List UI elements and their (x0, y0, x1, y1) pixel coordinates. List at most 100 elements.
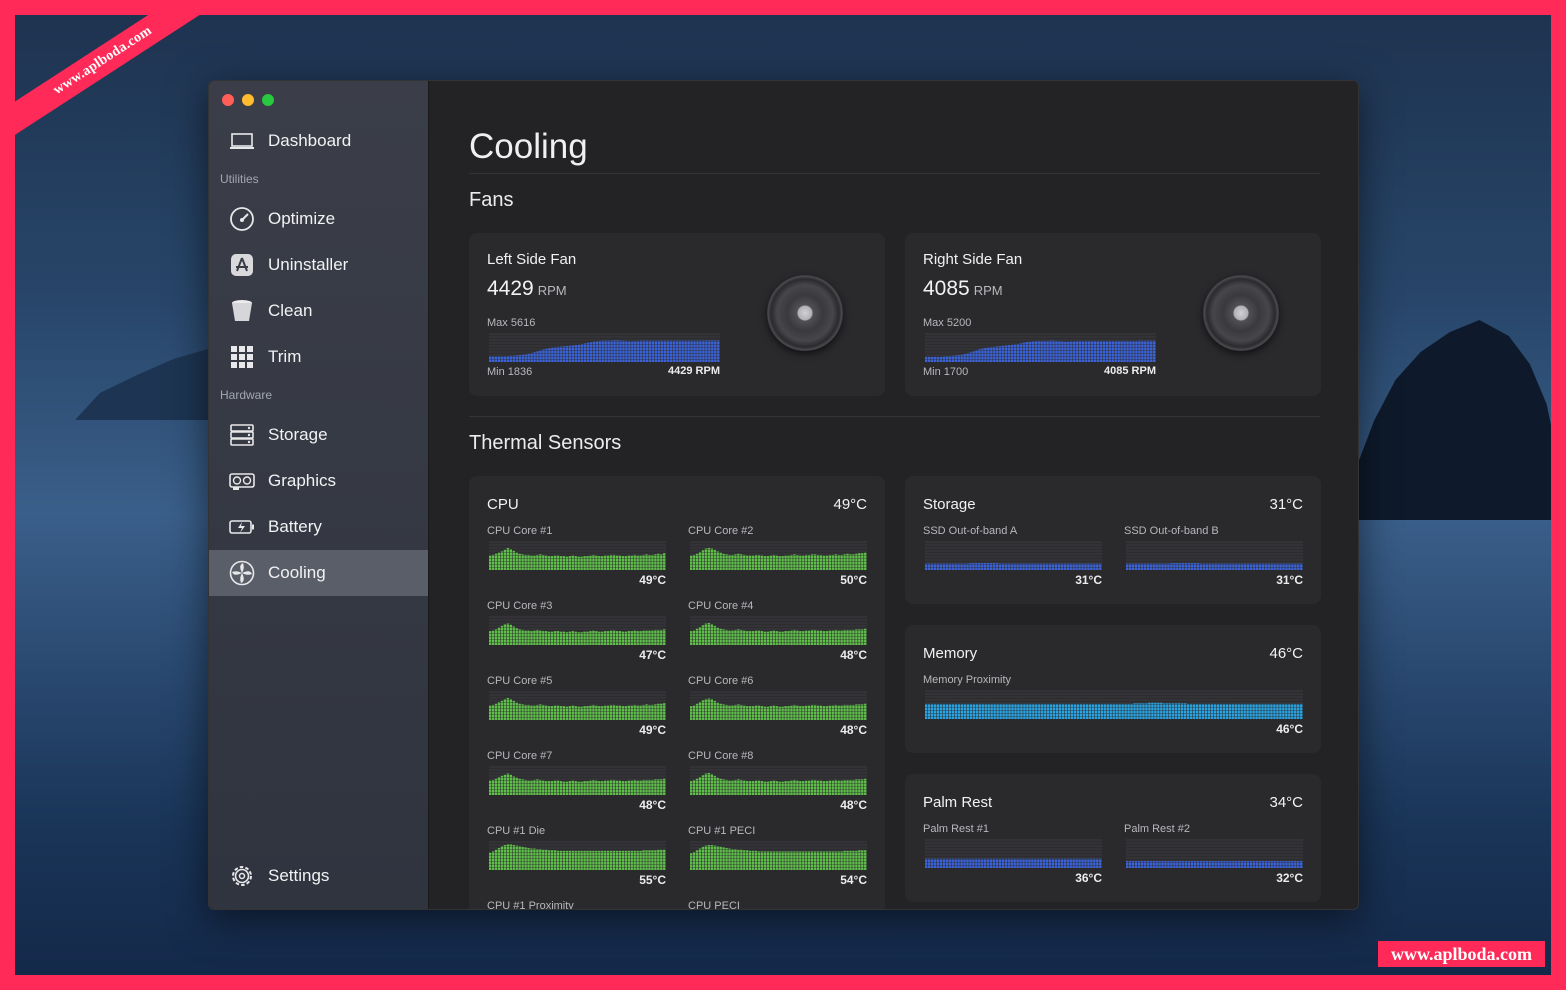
graph-bar (1087, 340, 1091, 362)
graph-texture-line (690, 783, 867, 784)
graph-bar (654, 554, 657, 570)
graph-bar (1158, 861, 1161, 868)
graph-bar (778, 631, 781, 645)
graph-bar (945, 356, 949, 362)
graph-bar (542, 704, 545, 720)
graph-bar (987, 347, 990, 362)
zoom-window-button[interactable] (262, 94, 274, 106)
graph-bar (651, 850, 654, 870)
sidebar-item-trim[interactable]: Trim (209, 334, 428, 380)
sidebar-item-battery[interactable]: Battery (209, 504, 428, 550)
graph-bar (790, 554, 793, 570)
graph-bar (1282, 563, 1285, 570)
graph-bar (717, 340, 720, 362)
graph-bar (749, 631, 752, 645)
sidebar-item-optimize[interactable]: Optimize (209, 196, 428, 242)
graph-bar (574, 781, 577, 795)
graph-bar (618, 555, 622, 570)
graph-bar (840, 705, 843, 720)
close-window-button[interactable] (222, 94, 234, 106)
graph-bar (731, 849, 734, 870)
graph-bar (595, 631, 598, 645)
sensor-label: CPU Core #4 (688, 600, 754, 612)
graph-bar (1276, 703, 1279, 719)
graph-bar (580, 706, 583, 720)
graph-bar (1060, 563, 1064, 570)
graph-bar (1294, 861, 1297, 868)
sensor-label: CPU Core #2 (688, 525, 754, 537)
graph-bar (1199, 563, 1203, 570)
graph-texture-line (489, 639, 666, 640)
graph-bar (746, 781, 749, 795)
graph-bar (840, 851, 843, 870)
sidebar-item-clean[interactable]: Clean (209, 288, 428, 334)
graph-texture-line (690, 861, 867, 862)
graph-bar (568, 556, 571, 570)
graph-bar (1123, 340, 1126, 362)
graph-bar (568, 850, 571, 870)
graph-texture-line (925, 847, 1102, 848)
graph-bar (1217, 861, 1220, 868)
graph-bar (1067, 341, 1070, 362)
graph-texture-line (489, 774, 666, 775)
sensor-label: SSD Out-of-band B (1124, 525, 1219, 537)
graph-bar (1058, 340, 1061, 362)
sidebar-item-label: Settings (268, 866, 330, 885)
graph-texture-line (690, 708, 867, 709)
graph-bar (1173, 563, 1176, 570)
sidebar-item-uninstaller[interactable]: Uninstaller (209, 242, 428, 288)
fan-graphic-icon (1203, 275, 1279, 351)
graph-bar (601, 706, 604, 720)
graph-bar (618, 850, 622, 870)
sidebar-item-graphics[interactable]: Graphics (209, 458, 428, 504)
graph-bar (556, 705, 560, 720)
graph-bar (592, 630, 595, 645)
graph-bar (1161, 563, 1164, 570)
graph-bar (1226, 563, 1229, 570)
sidebar-item-storage[interactable]: Storage (209, 412, 428, 458)
graph-texture-line (925, 713, 1303, 714)
graph-bar (969, 352, 972, 362)
graph-bar (648, 704, 651, 720)
graph-bar (852, 779, 855, 795)
graph-bar (763, 556, 767, 570)
graph-texture-line (690, 774, 867, 775)
graph-texture-line (690, 624, 867, 625)
graph-bar (975, 563, 978, 570)
graph-texture-line (690, 858, 867, 859)
graph-bar (722, 779, 725, 795)
graph-bar (861, 704, 864, 720)
graph-bar (1279, 563, 1282, 570)
graph-bar (630, 555, 633, 570)
sidebar-item-dashboard[interactable]: Dashboard (209, 118, 428, 164)
graph-bar (557, 346, 560, 362)
graph-bar (966, 703, 970, 719)
sensor-graph (489, 841, 666, 870)
graph-bar (548, 348, 551, 362)
graph-bar (942, 356, 946, 362)
graph-bar (722, 704, 725, 720)
graph-bar (1192, 703, 1196, 719)
sidebar-item-settings[interactable]: Settings (209, 853, 428, 899)
graph-bar (828, 554, 831, 570)
graph-bar (846, 850, 849, 870)
sensor-label: CPU Core #1 (487, 525, 553, 537)
graph-bar (497, 847, 501, 870)
graph-bar (1267, 861, 1270, 868)
graph-texture-line (1126, 862, 1303, 863)
graph-bar (763, 631, 767, 645)
minimize-window-button[interactable] (242, 94, 254, 106)
graph-bar (933, 703, 937, 719)
graph-bar (687, 340, 690, 362)
graph-bar (1144, 340, 1147, 362)
graph-texture-line (489, 344, 720, 345)
graph-texture-line (925, 716, 1303, 717)
graph-bar (657, 340, 661, 362)
graph-bar (536, 849, 539, 870)
graph-bar (960, 703, 964, 719)
graph-texture-line (925, 543, 1102, 544)
graph-bar (1129, 340, 1132, 362)
graph-bar (760, 851, 764, 870)
graph-bar (966, 858, 969, 868)
sidebar-item-cooling[interactable]: Cooling (209, 550, 428, 596)
